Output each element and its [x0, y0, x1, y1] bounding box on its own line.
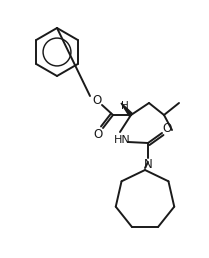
Text: H: H [121, 101, 129, 111]
Text: O: O [162, 123, 172, 135]
Text: HN: HN [114, 135, 130, 145]
Text: O: O [92, 94, 102, 108]
Text: N: N [144, 158, 152, 172]
Text: O: O [93, 128, 103, 141]
Polygon shape [121, 103, 133, 116]
